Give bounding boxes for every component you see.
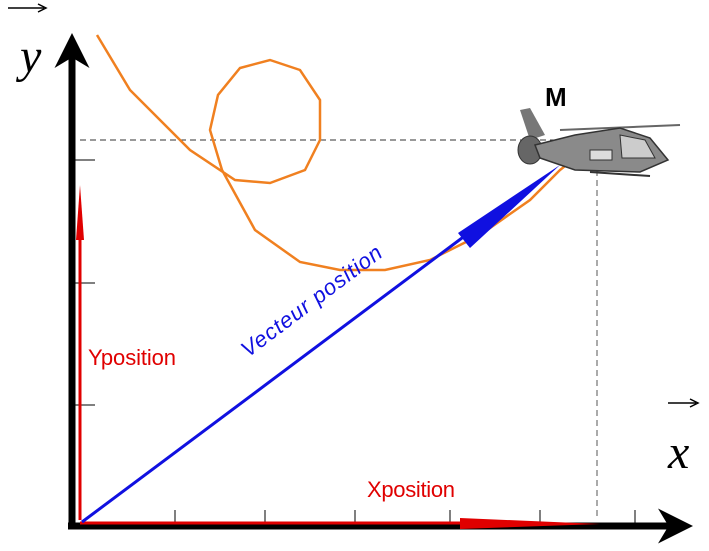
y-component-head [76,185,84,240]
position-vector-head [458,165,560,248]
trajectory [95,34,601,272]
vector-label: Vecteur position [236,240,387,362]
x-axis-label: x [667,426,689,479]
y-component-label: Yposition [88,345,176,370]
x-component-head [460,518,600,529]
helicopter [517,108,681,177]
x-component-label: Xposition [367,477,455,502]
point-label: M [545,82,567,112]
y-axis-label: y [15,30,42,83]
vector-accent [37,3,48,13]
axis-ticks [72,159,636,526]
position-vector [81,230,471,524]
vector-accent [689,398,700,408]
